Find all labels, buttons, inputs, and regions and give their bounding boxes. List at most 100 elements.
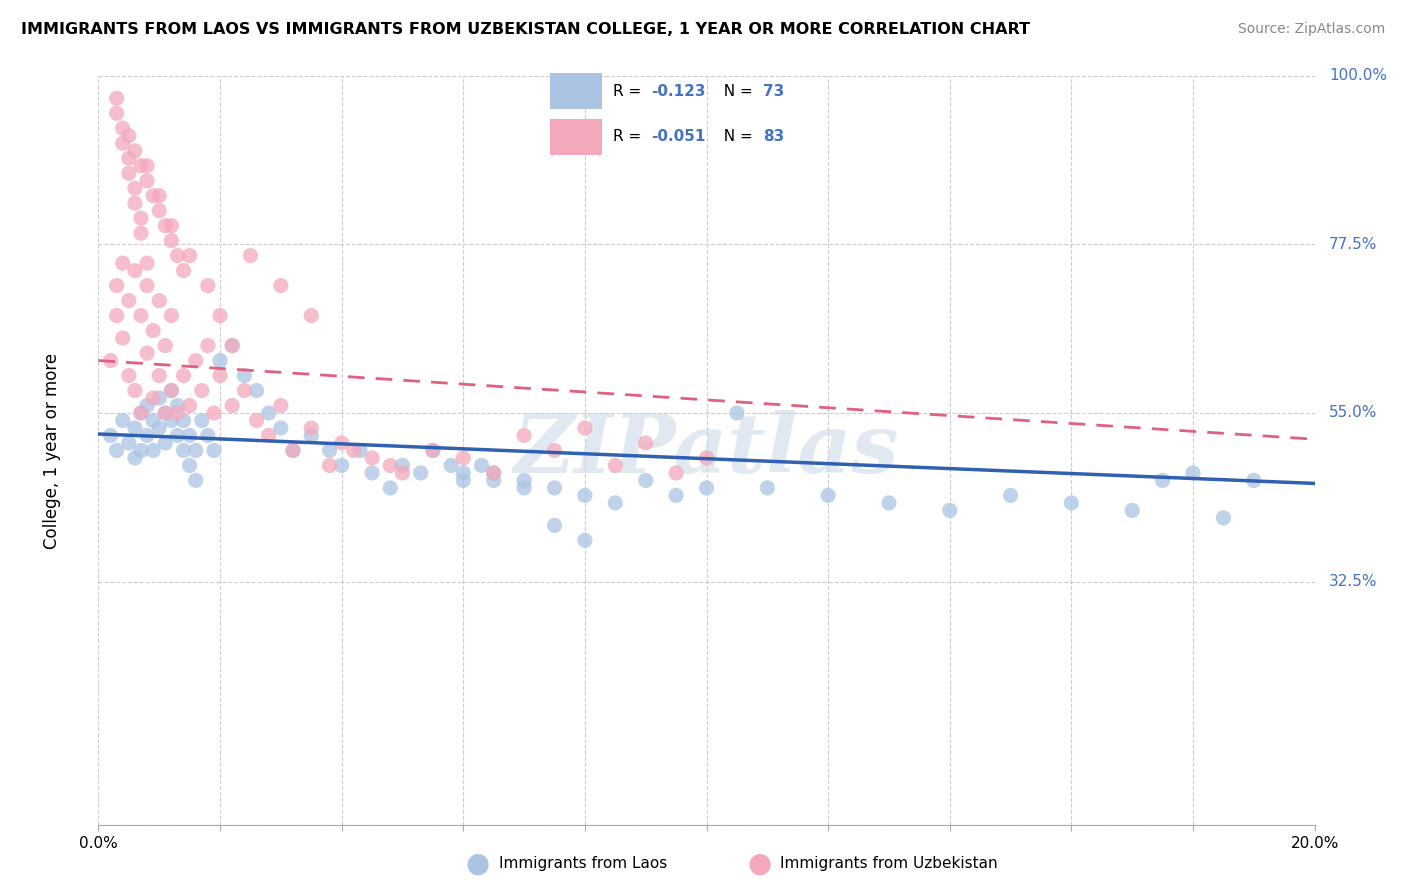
Point bbox=[257, 406, 280, 420]
Text: 32.5%: 32.5% bbox=[1329, 574, 1378, 589]
Point bbox=[361, 466, 384, 480]
Text: N =: N = bbox=[714, 129, 758, 145]
Point bbox=[160, 309, 183, 323]
Point bbox=[245, 384, 267, 398]
Point bbox=[105, 91, 128, 105]
Point bbox=[124, 263, 146, 277]
Point bbox=[202, 406, 225, 420]
Point bbox=[391, 458, 413, 473]
Point bbox=[155, 338, 177, 352]
Point bbox=[124, 144, 146, 158]
Point bbox=[118, 151, 141, 165]
Point bbox=[136, 399, 159, 413]
Bar bbox=[550, 73, 602, 109]
Point bbox=[179, 428, 201, 442]
Point bbox=[148, 391, 170, 405]
Point bbox=[105, 278, 128, 293]
Point bbox=[299, 309, 322, 323]
Text: Source: ZipAtlas.com: Source: ZipAtlas.com bbox=[1237, 22, 1385, 37]
Point bbox=[665, 466, 688, 480]
Point bbox=[124, 181, 146, 195]
Point bbox=[221, 338, 243, 352]
Point bbox=[184, 353, 207, 368]
Point bbox=[281, 443, 304, 458]
Point bbox=[179, 399, 201, 413]
Point bbox=[129, 211, 152, 226]
Point bbox=[111, 413, 134, 427]
Point bbox=[543, 518, 565, 533]
Point bbox=[155, 406, 177, 420]
Point bbox=[142, 443, 165, 458]
Point bbox=[574, 421, 596, 435]
Point bbox=[142, 188, 165, 202]
Point bbox=[422, 443, 444, 458]
Point bbox=[1000, 488, 1022, 502]
Point bbox=[343, 443, 366, 458]
Text: 83: 83 bbox=[763, 129, 785, 145]
Point bbox=[1212, 511, 1234, 525]
Text: N =: N = bbox=[714, 84, 758, 99]
Text: 77.5%: 77.5% bbox=[1329, 237, 1378, 252]
Point bbox=[665, 488, 688, 502]
Point bbox=[453, 450, 475, 465]
Point bbox=[160, 384, 183, 398]
Point bbox=[318, 458, 340, 473]
Point bbox=[148, 188, 170, 202]
Text: ●: ● bbox=[747, 849, 772, 878]
Text: ●: ● bbox=[465, 849, 491, 878]
Point bbox=[756, 481, 779, 495]
Point bbox=[111, 331, 134, 345]
Point bbox=[136, 159, 159, 173]
Point bbox=[605, 458, 627, 473]
Point bbox=[105, 106, 128, 120]
Text: College, 1 year or more: College, 1 year or more bbox=[44, 352, 62, 549]
Point bbox=[1060, 496, 1083, 510]
Point bbox=[148, 293, 170, 308]
Point bbox=[1121, 503, 1143, 517]
Point bbox=[877, 496, 900, 510]
Point bbox=[124, 196, 146, 211]
Point bbox=[136, 256, 159, 270]
Point bbox=[696, 450, 718, 465]
Point bbox=[543, 443, 565, 458]
Point bbox=[160, 234, 183, 248]
Point bbox=[129, 309, 152, 323]
Point bbox=[513, 481, 536, 495]
Point bbox=[299, 428, 322, 442]
Point bbox=[160, 219, 183, 233]
Point bbox=[129, 406, 152, 420]
Point bbox=[725, 406, 748, 420]
Point bbox=[197, 338, 219, 352]
Point bbox=[245, 413, 267, 427]
Point bbox=[605, 496, 627, 510]
Point bbox=[100, 353, 122, 368]
Point bbox=[270, 278, 292, 293]
Point bbox=[513, 474, 536, 488]
Point bbox=[209, 368, 232, 383]
Point bbox=[129, 406, 152, 420]
Point bbox=[221, 338, 243, 352]
Text: -0.123: -0.123 bbox=[651, 84, 706, 99]
Point bbox=[184, 443, 207, 458]
Point bbox=[482, 466, 505, 480]
Point bbox=[179, 249, 201, 263]
Text: 55.0%: 55.0% bbox=[1329, 406, 1378, 420]
Point bbox=[129, 226, 152, 240]
Point bbox=[136, 346, 159, 360]
Point bbox=[939, 503, 962, 517]
Point bbox=[281, 443, 304, 458]
Point bbox=[453, 474, 475, 488]
Point bbox=[197, 278, 219, 293]
Point bbox=[100, 428, 122, 442]
Point bbox=[124, 421, 146, 435]
Point bbox=[330, 436, 353, 450]
Point bbox=[817, 488, 839, 502]
Point bbox=[129, 159, 152, 173]
Point bbox=[209, 353, 232, 368]
Point bbox=[155, 219, 177, 233]
Point bbox=[148, 421, 170, 435]
Point bbox=[111, 136, 134, 151]
Point bbox=[166, 406, 188, 420]
Point bbox=[124, 450, 146, 465]
Point bbox=[148, 203, 170, 218]
